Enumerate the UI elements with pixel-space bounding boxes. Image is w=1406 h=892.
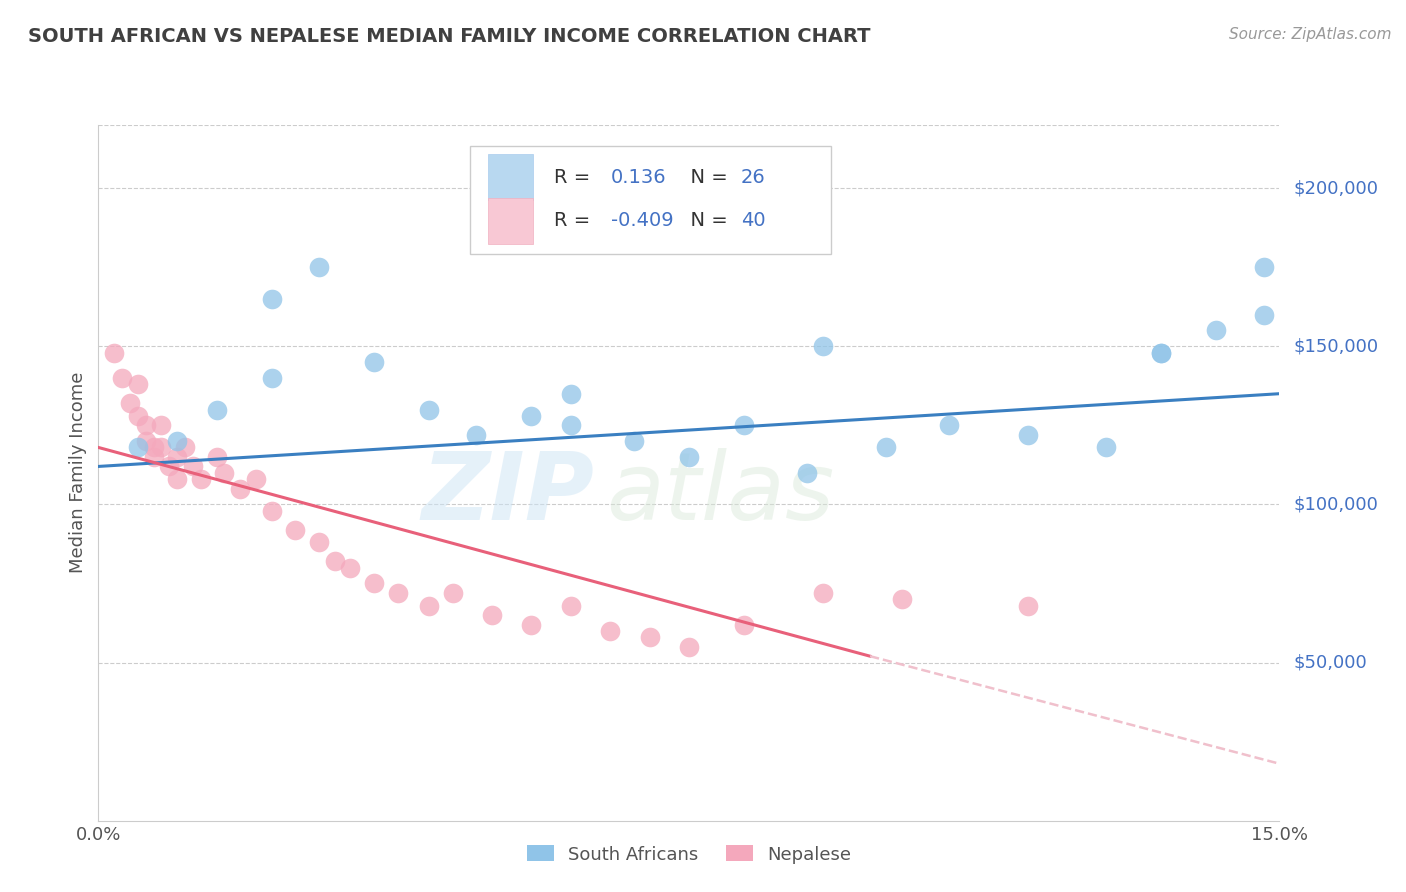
Point xyxy=(638,630,661,644)
Point xyxy=(1095,441,1118,455)
Text: ZIP: ZIP xyxy=(422,448,595,540)
Point xyxy=(190,472,212,486)
Point xyxy=(181,459,204,474)
FancyBboxPatch shape xyxy=(488,198,533,244)
Point xyxy=(205,402,228,417)
Point xyxy=(520,409,543,423)
Point xyxy=(111,371,134,385)
Text: 40: 40 xyxy=(741,211,765,230)
Point xyxy=(150,441,173,455)
Point xyxy=(1150,345,1173,359)
Point xyxy=(323,554,346,568)
Text: N =: N = xyxy=(678,168,734,186)
Point xyxy=(441,586,464,600)
FancyBboxPatch shape xyxy=(471,145,831,253)
Point xyxy=(599,624,621,638)
Point xyxy=(1017,599,1039,613)
Point xyxy=(260,371,283,385)
Point xyxy=(166,450,188,464)
Point xyxy=(127,409,149,423)
Point xyxy=(308,260,330,275)
Point xyxy=(678,450,700,464)
Point xyxy=(363,355,385,369)
Point xyxy=(127,441,149,455)
Point xyxy=(103,345,125,359)
Point xyxy=(1205,323,1227,337)
Point xyxy=(890,592,912,607)
Point xyxy=(1150,345,1173,359)
Point xyxy=(811,586,834,600)
Point xyxy=(1017,427,1039,442)
Point xyxy=(678,640,700,654)
Point xyxy=(308,535,330,549)
Text: N =: N = xyxy=(678,211,734,230)
Point xyxy=(481,608,503,623)
Point xyxy=(465,427,488,442)
Text: $100,000: $100,000 xyxy=(1294,495,1378,514)
Point xyxy=(166,434,188,449)
Point xyxy=(875,441,897,455)
Text: SOUTH AFRICAN VS NEPALESE MEDIAN FAMILY INCOME CORRELATION CHART: SOUTH AFRICAN VS NEPALESE MEDIAN FAMILY … xyxy=(28,27,870,45)
Text: -0.409: -0.409 xyxy=(612,211,673,230)
Point xyxy=(560,599,582,613)
Text: atlas: atlas xyxy=(606,448,835,539)
Point xyxy=(560,418,582,433)
Point xyxy=(118,396,141,410)
Point xyxy=(560,386,582,401)
Text: R =: R = xyxy=(554,168,596,186)
Point xyxy=(245,472,267,486)
Text: 26: 26 xyxy=(741,168,766,186)
Point xyxy=(418,402,440,417)
Point xyxy=(520,617,543,632)
Point xyxy=(260,292,283,306)
Text: $200,000: $200,000 xyxy=(1294,179,1378,197)
Point xyxy=(733,617,755,632)
Point xyxy=(733,418,755,433)
Text: $150,000: $150,000 xyxy=(1294,337,1378,355)
Y-axis label: Median Family Income: Median Family Income xyxy=(69,372,87,574)
Text: $50,000: $50,000 xyxy=(1294,654,1367,672)
Point xyxy=(142,441,165,455)
Point xyxy=(174,441,197,455)
Point xyxy=(1253,308,1275,322)
Point xyxy=(229,482,252,496)
Point xyxy=(811,339,834,353)
Legend: South Africans, Nepalese: South Africans, Nepalese xyxy=(520,838,858,871)
Point xyxy=(623,434,645,449)
Point xyxy=(796,466,818,480)
Point xyxy=(127,377,149,392)
Point xyxy=(938,418,960,433)
Text: R =: R = xyxy=(554,211,596,230)
Point xyxy=(339,560,361,574)
Point xyxy=(1253,260,1275,275)
Point xyxy=(135,418,157,433)
Point xyxy=(387,586,409,600)
Point xyxy=(150,418,173,433)
Point xyxy=(214,466,236,480)
Point xyxy=(157,459,180,474)
Point xyxy=(260,504,283,518)
Point xyxy=(363,576,385,591)
Point xyxy=(135,434,157,449)
Point xyxy=(166,472,188,486)
Point xyxy=(284,523,307,537)
Text: 0.136: 0.136 xyxy=(612,168,666,186)
Text: Source: ZipAtlas.com: Source: ZipAtlas.com xyxy=(1229,27,1392,42)
Point xyxy=(418,599,440,613)
FancyBboxPatch shape xyxy=(488,154,533,200)
Point xyxy=(142,450,165,464)
Point xyxy=(205,450,228,464)
